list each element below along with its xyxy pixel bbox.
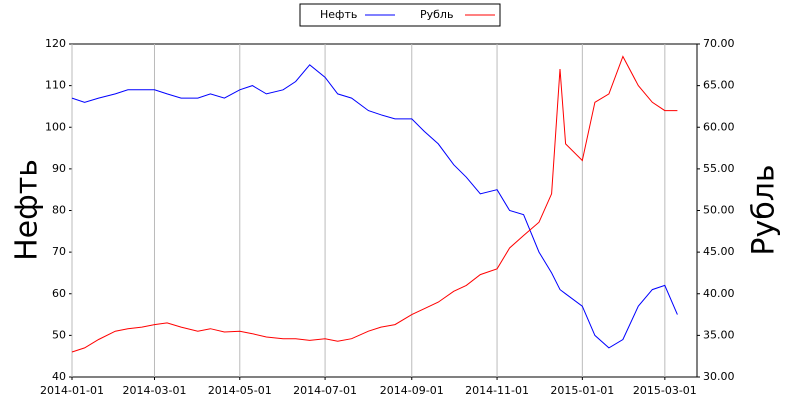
y2-tick-label: 30.00 <box>703 370 735 383</box>
y2-tick-label: 50.00 <box>703 204 735 217</box>
y2-tick-label: 55.00 <box>703 162 735 175</box>
x-tick-label: 2014-01-01 <box>40 384 104 397</box>
y2-axis-title: Рубль <box>747 164 782 255</box>
y-tick-label: 60 <box>52 287 66 300</box>
x-tick-label: 2015-01-01 <box>550 384 614 397</box>
y2-tick-label: 40.00 <box>703 287 735 300</box>
x-tick-label: 2014-07-01 <box>293 384 357 397</box>
x-tick-label: 2014-03-01 <box>123 384 187 397</box>
y2-tick-label: 60.00 <box>703 120 735 133</box>
y-tick-label: 110 <box>45 79 66 92</box>
y2-tick-label: 65.00 <box>703 79 735 92</box>
series-line <box>71 64 678 349</box>
y2-tick-label: 45.00 <box>703 245 735 258</box>
x-tick-label: 2015-03-01 <box>633 384 697 397</box>
x-tick-label: 2014-11-01 <box>465 384 529 397</box>
y-tick-label: 70 <box>52 245 66 258</box>
y-tick-label: 120 <box>45 37 66 50</box>
y-tick-label: 50 <box>52 328 66 341</box>
x-tick-label: 2014-05-01 <box>208 384 272 397</box>
y2-tick-label: 35.00 <box>703 328 735 341</box>
y-tick-label: 100 <box>45 120 66 133</box>
y-tick-label: 90 <box>52 162 66 175</box>
legend-box <box>299 3 501 27</box>
x-tick-label: 2014-09-01 <box>380 384 444 397</box>
y-tick-label: 40 <box>52 370 66 383</box>
legend-label: Рубль <box>420 8 453 21</box>
legend-label: Нефть <box>320 8 357 21</box>
y-axis-title: Нефть <box>10 159 45 261</box>
y2-tick-label: 70.00 <box>703 37 735 50</box>
y-tick-label: 80 <box>52 204 66 217</box>
series-line <box>71 55 678 353</box>
